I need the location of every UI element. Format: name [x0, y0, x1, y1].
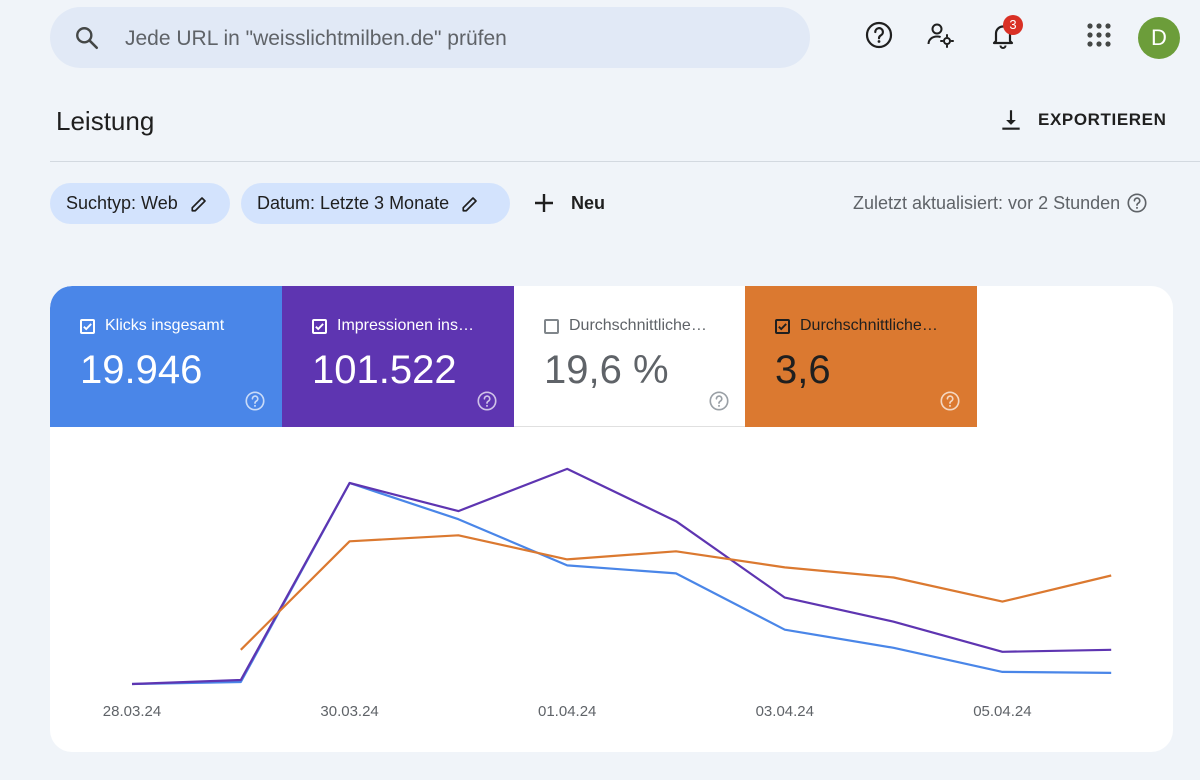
help-icon[interactable]: [939, 390, 961, 412]
export-button[interactable]: EXPORTIEREN: [998, 104, 1166, 136]
performance-card: Klicks insgesamt 19.946 Impressionen ins…: [50, 286, 1173, 752]
chip-label: Datum: Letzte 3 Monate: [257, 193, 450, 213]
metric-tile-impressions[interactable]: Impressionen ins… 101.522: [282, 286, 514, 427]
notification-badge: 3: [1003, 15, 1023, 35]
metric-label-text: Durchschnittliche…: [800, 317, 938, 334]
search-icon: [74, 25, 100, 51]
metric-label-text: Impressionen ins…: [337, 317, 474, 334]
last-updated-text: Zuletzt aktualisiert: vor 2 Stunden: [853, 192, 1121, 213]
edit-pencil-icon: [191, 196, 206, 212]
x-tick-label: 30.03.24: [320, 703, 378, 720]
metric-value: 19.946: [80, 348, 203, 392]
series-line-0: [131, 481, 1112, 686]
edit-pencil-icon: [462, 196, 477, 212]
help-icon[interactable]: [864, 20, 894, 50]
x-tick-label: 28.03.24: [103, 703, 161, 720]
filter-chip-date[interactable]: Datum: Letzte 3 Monate: [241, 183, 510, 224]
metric-tile-position[interactable]: Durchschnittliche… 3,6: [745, 286, 977, 427]
series-line-2: [240, 534, 1112, 651]
metric-label: Durchschnittliche…: [775, 317, 938, 335]
checkbox-unchecked-icon[interactable]: [544, 318, 559, 334]
x-tick-label: 05.04.24: [973, 703, 1031, 720]
series-line-1: [131, 467, 1112, 686]
help-icon[interactable]: [244, 390, 266, 412]
metric-label-text: Durchschnittliche…: [569, 317, 707, 334]
checkbox-checked-icon[interactable]: [312, 318, 327, 334]
user-settings-icon[interactable]: [925, 20, 955, 50]
metric-label: Impressionen ins…: [312, 317, 474, 335]
help-icon[interactable]: [476, 390, 498, 412]
new-label: Neu: [571, 192, 606, 213]
performance-chart: 28.03.24 30.03.24 01.04.24 03.04.24 05.04.24: [103, 467, 1112, 720]
metric-value: 101.522: [312, 348, 457, 392]
metric-value: 3,6: [775, 348, 831, 392]
metric-tile-clicks[interactable]: Klicks insgesamt 19.946: [50, 286, 282, 427]
export-label: EXPORTIEREN: [1038, 110, 1167, 129]
metric-tile-ctr[interactable]: Durchschnittliche… 19,6 %: [514, 286, 746, 427]
metric-label-text: Klicks insgesamt: [105, 317, 225, 334]
metric-label: Durchschnittliche…: [544, 317, 707, 335]
chip-label: Suchtyp: Web: [66, 193, 178, 213]
divider: [50, 161, 1200, 162]
page-title: Leistung: [56, 106, 155, 136]
new-filter-button[interactable]: Neu: [533, 188, 605, 218]
x-tick-label: 03.04.24: [756, 703, 814, 720]
apps-grid-icon[interactable]: [1084, 20, 1114, 50]
checkbox-checked-icon[interactable]: [80, 318, 95, 334]
metric-label: Klicks insgesamt: [80, 317, 224, 335]
plus-icon: [535, 194, 553, 212]
checkbox-checked-icon[interactable]: [775, 318, 790, 334]
filter-chip-search-type[interactable]: Suchtyp: Web: [50, 183, 230, 224]
download-icon: [1002, 110, 1020, 130]
metric-value: 19,6 %: [544, 348, 669, 392]
search-input[interactable]: [123, 21, 787, 57]
help-icon[interactable]: [708, 390, 730, 412]
avatar[interactable]: D: [1138, 17, 1180, 59]
search-bar[interactable]: [50, 7, 810, 68]
last-updated: Zuletzt aktualisiert: vor 2 Stunden: [853, 192, 1148, 214]
help-icon[interactable]: [1126, 192, 1148, 214]
x-tick-label: 01.04.24: [538, 703, 596, 720]
